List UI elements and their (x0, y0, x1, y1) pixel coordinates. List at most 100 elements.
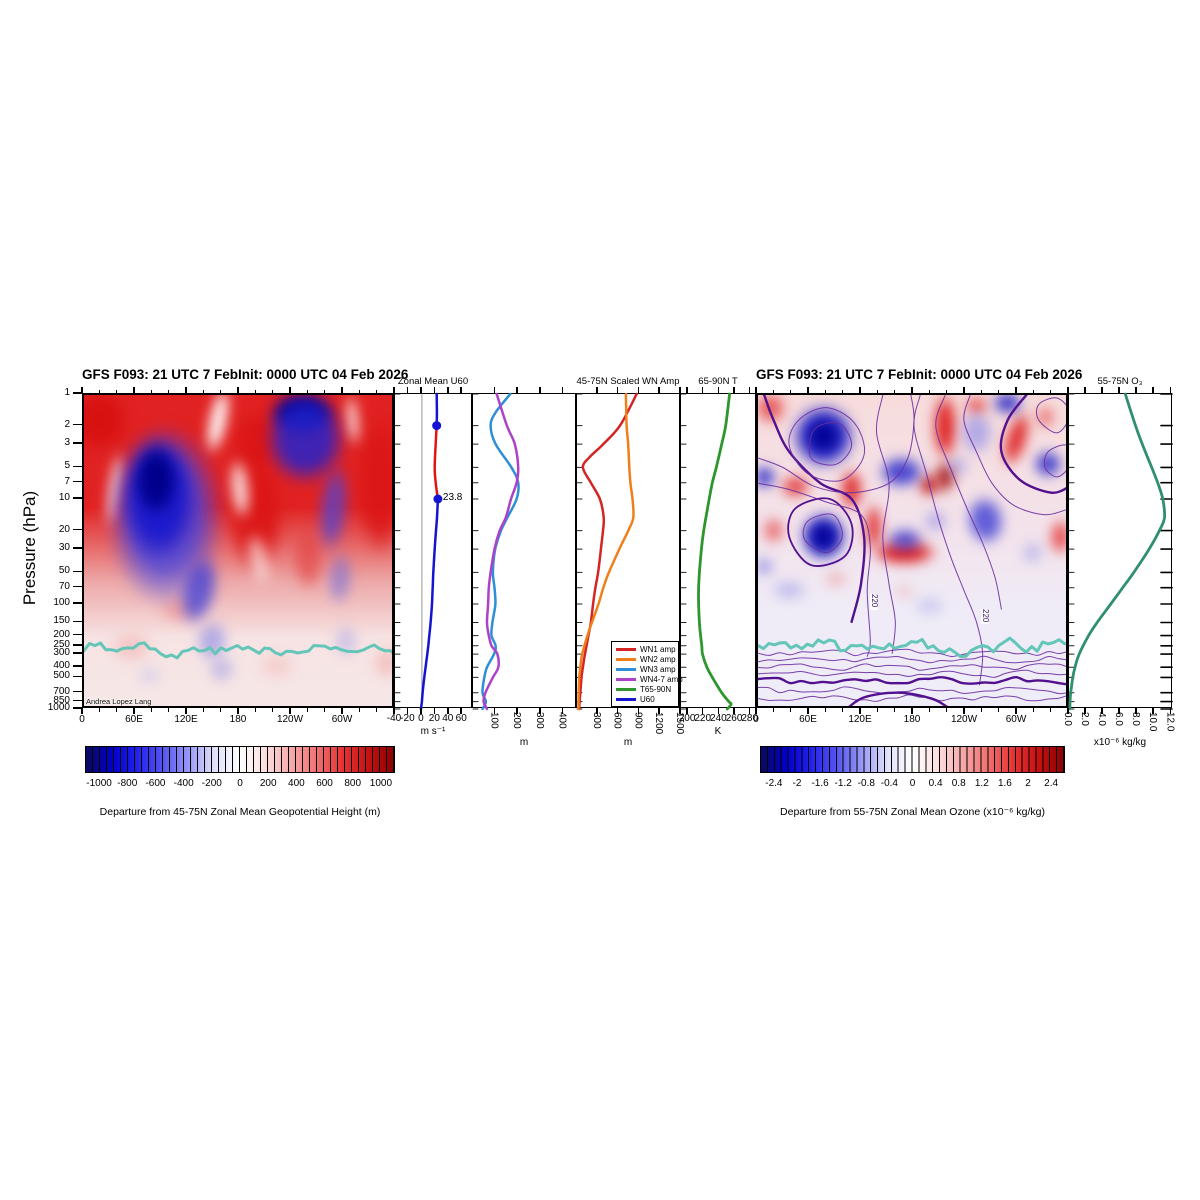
lon-minor-tick (116, 389, 118, 393)
pressure-tick (73, 423, 82, 426)
left-plot-title-init: Init: 0000 UTC 04 Feb 2026 (238, 367, 409, 382)
lon-tick-label: 60E (799, 714, 817, 725)
rotated-tick-text: 1200 (653, 712, 665, 735)
lon-minor-tick (1032, 389, 1034, 393)
attribution-text: Andrea Lopez Lang (86, 697, 152, 706)
anomaly-blob (806, 517, 841, 556)
colorbar-tick-label: 2.4 (1044, 778, 1059, 789)
right-plot-title-init: Init: 0000 UTC 04 Feb 2026 (912, 367, 1083, 382)
panel-x-tick-label: 200 (511, 712, 522, 732)
lon-tick-label: 60W (1005, 714, 1027, 725)
panel-x-tick (679, 708, 681, 714)
o3-unit-label: x10⁻⁶ kg/kg (1093, 737, 1147, 748)
lon-minor-tick (894, 389, 896, 393)
panel-x-tick-label: 60 (455, 713, 467, 724)
panel-x-tick-label: 2.0 (1079, 712, 1090, 729)
panel-x-tick (658, 387, 660, 393)
lon-minor-tick (894, 708, 896, 712)
panel-x-tick-label: 900 (632, 712, 643, 732)
lon-minor-tick (254, 708, 256, 712)
colorbar-tick-label: 0 (909, 778, 916, 789)
rotated-tick-text: 12.0 (1164, 712, 1176, 732)
panel-x-tick (1067, 387, 1069, 393)
lon-minor-tick (998, 708, 1000, 712)
lon-minor-tick (772, 708, 774, 712)
rotated-tick-text: 900 (632, 712, 644, 729)
panel-x-tick-label: 0 (418, 713, 424, 724)
temperature-contour-line (763, 395, 866, 623)
legend-row: U60 (616, 694, 675, 704)
lon-major-tick (237, 708, 239, 714)
rotated-tick-text: 200 (511, 712, 523, 729)
lower-contour-line (758, 686, 1066, 695)
panel-x-tick-label: 4.0 (1096, 712, 1107, 729)
zonal_mean_u60-svg (394, 392, 443, 711)
panel-x-tick (539, 708, 541, 714)
lon-major-tick (133, 387, 135, 393)
rotated-tick-text: 100 (488, 712, 500, 729)
panel-x-tick-label: 12.0 (1164, 712, 1175, 734)
rotated-tick-text: 2.0 (1079, 712, 1091, 726)
panel-x-tick (637, 708, 640, 714)
panel-x-tick (1152, 708, 1154, 714)
lon-minor-tick (876, 708, 878, 712)
panel-x-tick (686, 708, 688, 714)
lon-tick-label: 120W (950, 714, 978, 725)
panel-x-tick-label: 40 (442, 713, 454, 724)
colorbar-tick-label: -1.2 (834, 778, 852, 789)
panel-x-tick (493, 387, 496, 393)
lon-major-tick (81, 387, 83, 393)
anomaly-blob (764, 576, 815, 605)
lon-major-tick (1015, 387, 1017, 393)
lon-minor-tick (824, 708, 826, 712)
anomaly-blob (758, 511, 790, 550)
panel-x-tick-label: 20 (428, 713, 440, 724)
panel-x-tick-label: 8.0 (1130, 712, 1141, 729)
panel-x-tick (616, 387, 619, 393)
colorbar-tick-label: -2.4 (765, 778, 783, 789)
colorbar-tick-label: 0.4 (928, 778, 943, 789)
colorbar-tick-label: -800 (117, 778, 138, 789)
panel-x-tick (447, 387, 449, 393)
lon-minor-tick (928, 389, 930, 393)
rotated-tick-text: 8.0 (1130, 712, 1142, 726)
panel-x-tick-label: 10.0 (1147, 712, 1158, 734)
lower-contour-line (758, 675, 1066, 686)
lower-contour-line (758, 669, 1066, 678)
pressure-tick-label: 250 (53, 638, 70, 650)
heatmap-overlay (758, 395, 1066, 706)
lon-major-tick (289, 387, 291, 393)
pressure-tick-label: 30 (58, 542, 70, 554)
pressure-tick (73, 675, 82, 678)
panel-x-tick (1169, 708, 1172, 714)
lon-minor-tick (168, 708, 170, 712)
pressure-tick-label: 70 (58, 580, 70, 592)
lon-minor-tick (150, 389, 152, 393)
zonal-mean-u60-panel (394, 392, 472, 711)
lon-minor-tick (220, 708, 222, 712)
panel-x-tick-label: 200 (678, 713, 696, 724)
colorbar-segment-dividers (761, 747, 1064, 772)
t-unit-label: K (714, 726, 722, 737)
wn-amp-legend: WN1 amp WN2 amp WN3 amp WN4-7 amp T65-90N U60 (611, 641, 683, 707)
panel-x-tick (406, 708, 409, 714)
anomaly-blob (330, 618, 362, 663)
lon-minor-tick (980, 708, 982, 712)
panel-x-tick (616, 708, 619, 714)
lon-minor-tick (324, 389, 326, 393)
colorbar-tick-label: 800 (344, 778, 362, 789)
panel-x-tick (748, 708, 751, 714)
lon-minor-tick (254, 389, 256, 393)
pressure-tick (73, 497, 82, 499)
O3-profile-line (1068, 392, 1167, 711)
pressure-tick (73, 585, 82, 588)
panel-x-tick-label: 600 (612, 712, 623, 732)
o3-55-75n-panel (1068, 392, 1173, 711)
panel-x-tick (406, 387, 409, 393)
wn12-unit-label: m (623, 737, 633, 748)
pressure-tick-label: 10 (58, 492, 70, 503)
temperature-contour-line (963, 395, 1066, 516)
lon-minor-tick (358, 708, 360, 712)
rotated-tick-text: 0.0 (1062, 712, 1073, 726)
